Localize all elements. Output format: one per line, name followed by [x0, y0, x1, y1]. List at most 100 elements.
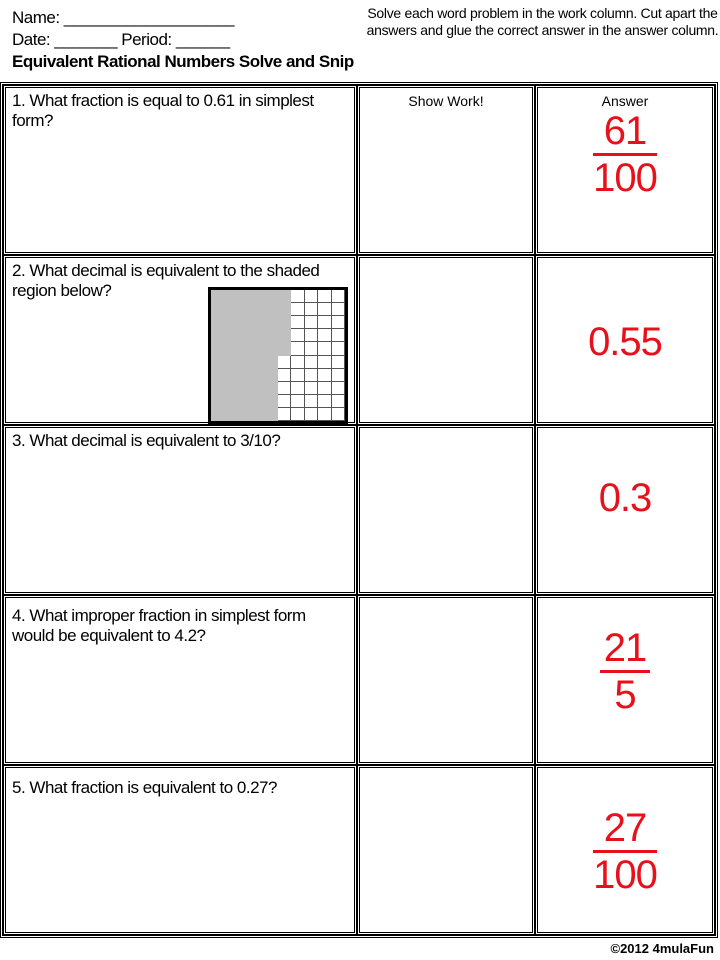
question: 4. What improper fraction in simplest fo…	[12, 606, 306, 645]
grid-cell	[304, 316, 319, 330]
date-period-field: Date: _______ Period: ______	[12, 30, 230, 49]
grid-cell-shaded	[277, 329, 292, 343]
grid-cell-shaded	[237, 407, 252, 421]
grid-cell-shaded	[251, 407, 265, 421]
grid-cell	[331, 355, 345, 369]
grid-cell-shaded	[251, 303, 265, 317]
grid-cell-shaded	[237, 316, 252, 330]
grid-cell	[277, 368, 292, 382]
problem-table: 1. What fraction is equal to 0.61 in sim…	[0, 82, 718, 938]
answer: 27 100	[538, 768, 712, 898]
grid-cell-shaded	[237, 303, 252, 317]
grid-cell-shaded	[224, 329, 238, 343]
table-row: 2. What decimal is equivalent to the sha…	[3, 255, 715, 425]
question: 5. What fraction is equivalent to 0.27?	[12, 778, 277, 797]
grid-cell	[291, 342, 305, 356]
grid-cell	[291, 381, 305, 395]
grid-cell-shaded	[264, 342, 278, 356]
grid-cell	[331, 316, 345, 330]
grid-cell	[318, 381, 332, 395]
grid-cell	[291, 329, 305, 343]
grid-cell-shaded	[251, 355, 265, 369]
grid-cell	[318, 407, 332, 421]
grid-cell-shaded	[264, 407, 278, 421]
grid-cell	[331, 329, 345, 343]
grid-cell-shaded	[224, 355, 238, 369]
grid-cell	[318, 394, 332, 408]
grid-cell	[304, 394, 319, 408]
grid-cell	[277, 355, 292, 369]
grid-cell-shaded	[237, 381, 252, 395]
grid-cell-shaded	[251, 381, 265, 395]
grid-cell	[291, 290, 305, 304]
grid-cell	[318, 303, 332, 317]
grid-cell-shaded	[224, 368, 238, 382]
grid-cell-shaded	[224, 303, 238, 317]
grid-cell	[318, 290, 332, 304]
grid-cell	[331, 342, 345, 356]
grid-cell-shaded	[211, 355, 225, 369]
grid-cell-shaded	[237, 355, 252, 369]
grid-cell	[318, 355, 332, 369]
question: 3. What decimal is equivalent to 3/10?	[12, 431, 281, 450]
grid-cell	[318, 329, 332, 343]
grid-cell-shaded	[211, 407, 225, 421]
denominator: 100	[593, 156, 658, 200]
grid-cell-shaded	[237, 368, 252, 382]
grid-cell-shaded	[251, 290, 265, 304]
grid-cell	[291, 303, 305, 317]
grid-cell	[331, 381, 345, 395]
grid-cell-shaded	[237, 342, 252, 356]
grid-cell	[304, 368, 319, 382]
grid-cell-shaded	[264, 394, 278, 408]
hundred-grid	[208, 287, 348, 424]
question: 2. What decimal is equivalent to the sha…	[12, 261, 320, 300]
grid-cell	[304, 381, 319, 395]
show-work-header: Show Work!	[408, 93, 484, 109]
grid-cell	[318, 368, 332, 382]
grid-cell-shaded	[237, 394, 252, 408]
grid-cell-shaded	[264, 303, 278, 317]
grid-cell	[331, 407, 345, 421]
grid-cell-shaded	[211, 381, 225, 395]
grid-cell	[304, 355, 319, 369]
worksheet-title: Equivalent Rational Numbers Solve and Sn…	[12, 52, 354, 71]
grid-cell-shaded	[277, 342, 292, 356]
grid-cell	[331, 368, 345, 382]
denominator: 100	[593, 853, 658, 897]
grid-cell	[304, 342, 319, 356]
grid-cell-shaded	[264, 355, 278, 369]
grid-cell	[277, 394, 292, 408]
grid-cell	[291, 407, 305, 421]
grid-cell	[291, 355, 305, 369]
denominator: 5	[614, 673, 636, 717]
grid-cell-shaded	[211, 342, 225, 356]
numerator: 27	[593, 806, 657, 853]
table-row: 4. What improper fraction in simplest fo…	[3, 595, 715, 765]
answer: 0.55	[588, 320, 663, 364]
grid-cell-shaded	[224, 316, 238, 330]
numerator: 61	[593, 109, 657, 156]
grid-cell	[304, 407, 319, 421]
grid-cell	[304, 290, 319, 304]
grid-cell-shaded	[251, 368, 265, 382]
grid-cell-shaded	[277, 290, 292, 304]
grid-cell	[291, 316, 305, 330]
grid-cell-shaded	[251, 394, 265, 408]
table-row: 5. What fraction is equivalent to 0.27? …	[3, 765, 715, 935]
grid-cell	[304, 303, 319, 317]
grid-cell-shaded	[277, 316, 292, 330]
grid-cell	[331, 303, 345, 317]
question: 1. What fraction is equal to 0.61 in sim…	[12, 91, 314, 130]
grid-cell-shaded	[211, 290, 225, 304]
grid-cell-shaded	[264, 368, 278, 382]
grid-cell-shaded	[224, 394, 238, 408]
grid-cell-shaded	[251, 329, 265, 343]
grid-cell	[277, 381, 292, 395]
grid-cell-shaded	[251, 316, 265, 330]
grid-cell-shaded	[237, 329, 252, 343]
grid-cell	[318, 342, 332, 356]
table-row: 1. What fraction is equal to 0.61 in sim…	[3, 85, 715, 255]
answer: 21 5	[538, 598, 712, 718]
